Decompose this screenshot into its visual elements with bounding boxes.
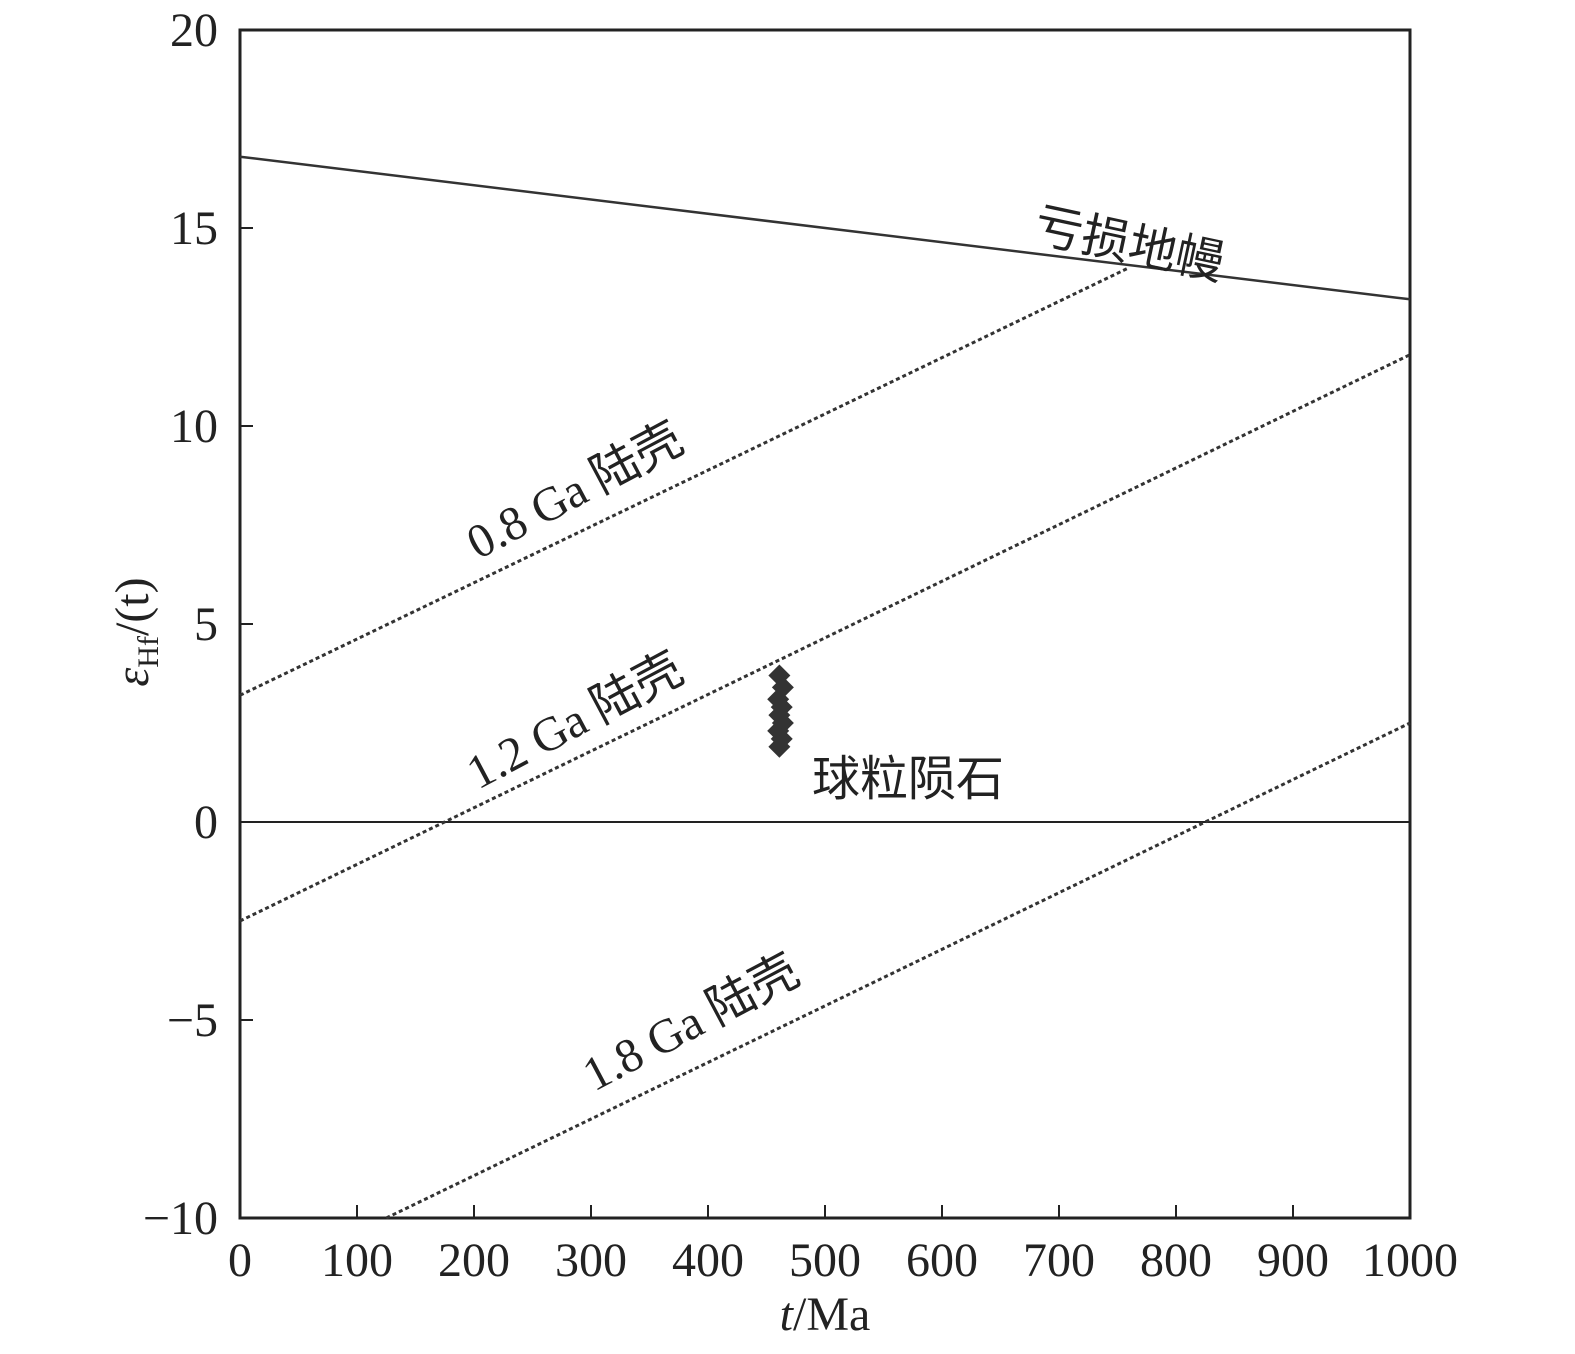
- label-depleted-mantle: 亏损地幔: [1030, 199, 1229, 291]
- x-tick-label-9: 900: [1257, 1234, 1329, 1287]
- plot-frame: [238, 28, 1412, 1220]
- y-axis-title: εHf/(t): [106, 577, 165, 686]
- y-tick-label-2: 0: [194, 796, 218, 849]
- ticks: 0 100 200 300 400 500 600 700 800 900 1000 −10 −5 0 5 1…: [143, 4, 1458, 1287]
- series-lines: [239, 155, 1411, 1220]
- x-tick-label-2: 200: [438, 1234, 510, 1287]
- x-tick-label-0: 0: [228, 1234, 252, 1287]
- series-line-0: [239, 155, 1411, 301]
- x-tick-label-7: 700: [1023, 1234, 1095, 1287]
- x-tick-label-4: 400: [672, 1234, 744, 1287]
- series-line-3: [385, 721, 1411, 1220]
- chondrite-point-8: [768, 735, 791, 758]
- scatter-points: [767, 664, 794, 758]
- y-tick-label-0: −10: [143, 1192, 218, 1245]
- series-line-2: [239, 353, 1411, 923]
- x-tick-label-8: 800: [1140, 1234, 1212, 1287]
- label-08ga-crust: 0.8 Ga 陆壳: [458, 412, 691, 570]
- y-tick-label-4: 10: [170, 400, 218, 453]
- y-tick-label-3: 5: [194, 598, 218, 651]
- x-tick-label-6: 600: [906, 1234, 978, 1287]
- x-axis-title: t/Ma: [780, 1288, 871, 1341]
- x-tick-label-1: 100: [321, 1234, 393, 1287]
- label-chondrite: 球粒陨石: [812, 753, 1004, 806]
- label-18ga-crust: 1.8 Ga 陆壳: [574, 944, 807, 1102]
- y-tick-label-1: −5: [167, 994, 218, 1047]
- series-line-1: [239, 266, 1130, 697]
- x-tick-label-10: 1000: [1362, 1234, 1458, 1287]
- x-tick-label-5: 500: [789, 1234, 861, 1287]
- y-tick-label-5: 15: [170, 202, 218, 255]
- x-tick-label-3: 300: [555, 1234, 627, 1287]
- y-tick-label-6: 20: [170, 4, 218, 57]
